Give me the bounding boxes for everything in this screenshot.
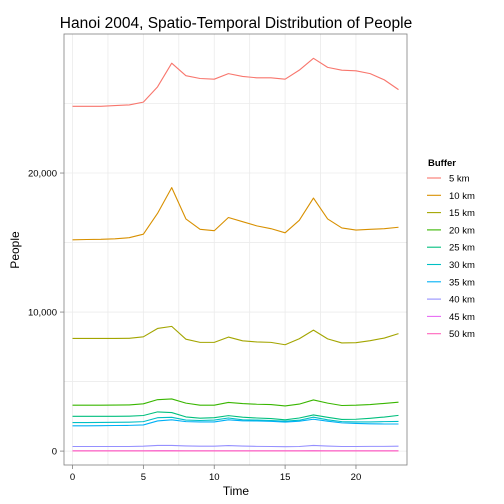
legend-title: Buffer bbox=[428, 158, 456, 169]
x-tick-label: 10 bbox=[209, 472, 220, 483]
x-axis-title: Time bbox=[223, 484, 250, 498]
grid bbox=[64, 34, 407, 465]
series-line-15-km bbox=[72, 325, 399, 346]
y-tick-label: 0 bbox=[52, 447, 57, 458]
legend-label: 30 km bbox=[449, 260, 475, 271]
legend-label: 10 km bbox=[449, 191, 475, 202]
legend-label: 25 km bbox=[449, 243, 475, 254]
x-tick-label: 20 bbox=[351, 472, 362, 483]
legend-label: 45 km bbox=[449, 312, 475, 323]
series-line-25-km bbox=[72, 411, 399, 421]
x-tick-label: 5 bbox=[141, 472, 146, 483]
x-tick-label: 15 bbox=[280, 472, 291, 483]
legend: Buffer 5 km 10 km 15 km 20 km 25 km 30 km 35 k… bbox=[427, 158, 475, 340]
plot-panel bbox=[63, 33, 408, 466]
y-tick-label: 20,000 bbox=[28, 169, 57, 180]
legend-label: 50 km bbox=[449, 329, 475, 340]
series-line-30-km bbox=[72, 416, 399, 424]
series-line-5-km bbox=[72, 57, 399, 107]
series-line-20-km bbox=[72, 398, 399, 407]
series-lines bbox=[72, 57, 399, 452]
legend-label: 20 km bbox=[449, 225, 475, 236]
legend-label: 40 km bbox=[449, 295, 475, 306]
chart-title: Hanoi 2004, Spatio-Temporal Distribution… bbox=[60, 15, 412, 32]
series-line-10-km bbox=[72, 187, 399, 241]
series-line-40-km bbox=[72, 444, 399, 448]
legend-label: 35 km bbox=[449, 277, 475, 288]
series-line-35-km bbox=[72, 418, 399, 427]
legend-label: 5 km bbox=[449, 174, 470, 185]
legend-label: 15 km bbox=[449, 208, 475, 219]
y-axis-title: People bbox=[8, 231, 22, 269]
y-tick-label: 10,000 bbox=[28, 308, 57, 319]
axes: 0 5 10 15 20 0 10,000 20,000 bbox=[28, 169, 361, 483]
x-tick-label: 0 bbox=[70, 472, 75, 483]
